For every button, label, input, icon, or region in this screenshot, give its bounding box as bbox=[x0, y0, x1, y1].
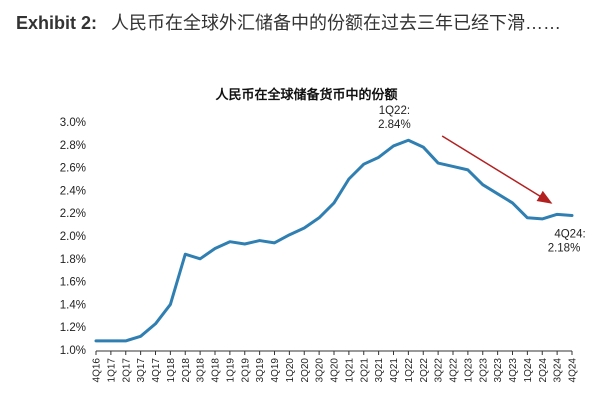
chart-title: 人民币在全球储备货币中的份额 bbox=[215, 87, 398, 102]
trend-arrow bbox=[441, 135, 553, 204]
x-tick-label: 4Q24 bbox=[568, 358, 579, 383]
x-tick-label: 3Q23 bbox=[493, 358, 504, 383]
exhibit-number: Exhibit 2: bbox=[16, 13, 98, 33]
y-axis: 1.0% 1.2% 1.4% 1.6% 1.8% 2.0% 2.2% 2.4% 2.6% 2.8%… bbox=[60, 117, 86, 357]
x-tick-label: 4Q22 bbox=[449, 358, 460, 383]
x-tick-label: 2Q24 bbox=[538, 358, 549, 383]
x-tick-label: 3Q19 bbox=[255, 358, 266, 383]
y-tick-label: 2.8% bbox=[60, 140, 86, 152]
exhibit-caption: Exhibit 2: 人民币在全球外汇储备中的份额在过去三年已经下滑…… bbox=[16, 10, 596, 37]
annotation-latest-value: 2.18% bbox=[548, 242, 581, 254]
y-tick-label: 1.0% bbox=[60, 345, 86, 357]
x-tick-label: 4Q19 bbox=[270, 358, 281, 383]
x-tick-label: 1Q21 bbox=[344, 358, 355, 383]
x-tick-label: 3Q18 bbox=[196, 358, 207, 383]
y-tick-label: 1.6% bbox=[60, 277, 86, 289]
series-layer bbox=[94, 138, 574, 343]
x-tick-label: 1Q23 bbox=[463, 358, 474, 383]
series-line bbox=[94, 138, 574, 343]
x-tick-label: 4Q21 bbox=[389, 358, 400, 383]
y-tick-label: 2.4% bbox=[60, 185, 86, 197]
x-tick-label: 4Q23 bbox=[508, 358, 519, 383]
annotation-layer: 1Q22: 2.84% 4Q24: 2.18% bbox=[378, 105, 586, 254]
y-tick-label: 2.6% bbox=[60, 163, 86, 175]
y-tick-label: 1.4% bbox=[60, 299, 86, 311]
x-tick-label: 2Q21 bbox=[359, 358, 370, 383]
x-tick-label: 1Q20 bbox=[285, 358, 296, 383]
x-tick-label: 2Q19 bbox=[240, 358, 251, 383]
x-tick-label: 2Q18 bbox=[181, 358, 192, 383]
exhibit-text: 人民币在全球外汇储备中的份额在过去三年已经下滑…… bbox=[111, 13, 562, 33]
y-tick-label: 2.0% bbox=[60, 231, 86, 243]
y-tick-label: 3.0% bbox=[60, 117, 86, 129]
annotation-peak-value: 2.84% bbox=[378, 119, 411, 131]
x-tick-label: 3Q21 bbox=[374, 358, 385, 383]
x-tick-label: 2Q22 bbox=[419, 358, 430, 383]
x-tick-label: 1Q24 bbox=[523, 358, 534, 383]
x-tick-label: 2Q23 bbox=[478, 358, 489, 383]
x-tick-label: 1Q19 bbox=[225, 358, 236, 383]
x-tick-label: 1Q22 bbox=[404, 358, 415, 383]
x-tick-label: 3Q17 bbox=[136, 358, 147, 383]
annotation-peak-label: 1Q22: bbox=[379, 105, 410, 117]
y-tick-label: 1.8% bbox=[60, 254, 86, 266]
x-tick-label: 4Q17 bbox=[151, 358, 162, 383]
x-tick-label: 4Q16 bbox=[92, 358, 103, 383]
x-tick-label: 2Q17 bbox=[121, 358, 132, 383]
annotation-latest-label: 4Q24: bbox=[554, 228, 585, 240]
y-tick-label: 2.2% bbox=[60, 208, 86, 220]
x-tick-label: 1Q17 bbox=[106, 358, 117, 383]
y-tick-label: 1.2% bbox=[60, 322, 86, 334]
x-tick-label: 3Q22 bbox=[434, 358, 445, 383]
x-tick-label: 2Q20 bbox=[300, 358, 311, 383]
x-tick-label: 4Q18 bbox=[211, 358, 222, 383]
x-tick-label: 3Q24 bbox=[553, 358, 564, 383]
x-tick-label: 4Q20 bbox=[330, 358, 341, 383]
x-tick-label: 1Q18 bbox=[166, 358, 177, 383]
x-tick-label: 3Q20 bbox=[315, 358, 326, 383]
x-axis: 4Q16 1Q17 2Q17 3Q17 4Q17 1Q18 2Q18 3Q18 4Q18 1Q19… bbox=[92, 350, 579, 383]
